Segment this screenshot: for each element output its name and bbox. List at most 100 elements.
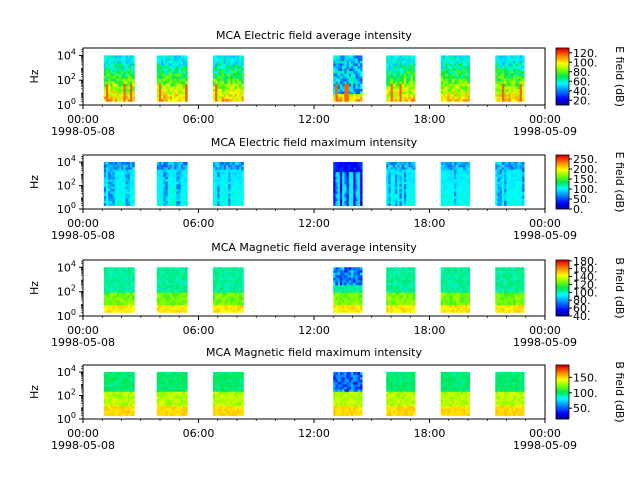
heatmap-cell: [386, 287, 389, 291]
heatmap-cell: [359, 96, 363, 100]
heatmap-cell: [339, 60, 343, 64]
heatmap-cell: [412, 284, 416, 288]
heatmap-cell: [182, 200, 186, 204]
heatmap-cell: [346, 93, 350, 97]
heatmap-cell: [215, 279, 218, 283]
heatmap-cell: [236, 183, 240, 187]
heatmap-cell: [517, 65, 521, 69]
heatmap-cell: [239, 292, 242, 296]
heatmap-cell: [185, 98, 188, 102]
heatmap-cell: [412, 171, 416, 175]
heatmap-cell: [123, 171, 127, 175]
heatmap-cell: [521, 65, 525, 69]
heatmap-cell: [110, 176, 113, 180]
heatmap-cell: [127, 96, 131, 100]
heatmap-cell: [333, 284, 336, 288]
heatmap-cell: [219, 287, 223, 291]
heatmap-cell: [451, 292, 455, 296]
heatmap-cell: [344, 68, 347, 72]
heatmap-cell: [226, 284, 229, 288]
heatmap-cell: [178, 178, 182, 182]
heatmap-cell: [499, 176, 503, 180]
heatmap-cell: [116, 162, 120, 165]
heatmap-cell: [456, 191, 459, 194]
heatmap-cell: [395, 83, 398, 87]
heatmap-cell: [513, 176, 516, 180]
heatmap-cell: [451, 70, 455, 74]
heatmap-cell: [226, 98, 229, 102]
heatmap-cell: [228, 174, 231, 177]
heatmap-cell: [333, 78, 336, 82]
heatmap-cell: [212, 60, 216, 64]
heatmap-cell: [241, 309, 244, 313]
heatmap-cell: [236, 171, 240, 175]
y-tick-label: 100: [57, 97, 76, 112]
heatmap-cell: [501, 88, 505, 92]
heatmap-cell: [236, 78, 240, 82]
heatmap-cell: [125, 304, 129, 308]
heatmap-cell: [521, 183, 525, 187]
heatmap-cell: [127, 181, 131, 185]
heatmap-cell: [395, 203, 398, 206]
heatmap-cell: [357, 195, 361, 199]
heatmap-cell: [219, 304, 223, 308]
heatmap-cell: [342, 96, 345, 100]
heatmap-cell: [440, 169, 444, 173]
heatmap-cell: [112, 162, 116, 165]
heatmap-cell: [158, 70, 162, 74]
heatmap-cell: [108, 198, 111, 202]
heatmap-cell: [386, 292, 389, 296]
heatmap-cell: [167, 83, 171, 87]
heatmap-cell: [410, 70, 414, 74]
heatmap-cell: [106, 166, 109, 170]
heatmap-cell: [108, 284, 111, 288]
heatmap-cell: [169, 183, 173, 187]
heatmap-cell: [467, 93, 470, 97]
heatmap-cell: [392, 277, 396, 281]
heatmap-cell: [410, 269, 414, 273]
heatmap-cell: [110, 302, 113, 306]
heatmap-cell: [333, 181, 336, 185]
heatmap-cell: [119, 55, 122, 59]
heatmap-cell: [440, 198, 444, 202]
heatmap-cell: [232, 309, 236, 313]
heatmap-cell: [442, 267, 446, 271]
heatmap-cell: [234, 195, 238, 199]
heatmap-cell: [241, 70, 244, 74]
heatmap-cell: [223, 299, 227, 303]
x-tick-label: 00:00: [529, 113, 561, 126]
heatmap-cell: [156, 55, 160, 59]
heatmap-cell: [219, 309, 223, 313]
heatmap-cell: [176, 297, 179, 301]
heatmap-cell: [333, 294, 336, 298]
heatmap-cell: [333, 176, 336, 180]
heatmap-cell: [239, 171, 242, 175]
heatmap-cell: [451, 174, 455, 177]
heatmap-cell: [454, 169, 457, 173]
heatmap-cell: [230, 183, 233, 187]
heatmap-cell: [110, 88, 113, 92]
heatmap-cell: [346, 181, 350, 185]
heatmap-cell: [219, 98, 223, 102]
heatmap-cell: [114, 183, 118, 187]
heatmap-cell: [521, 57, 525, 61]
heatmap-cell: [226, 60, 229, 64]
heatmap-cell: [215, 166, 218, 170]
heatmap-cell: [114, 63, 118, 67]
heatmap-cell: [114, 198, 118, 202]
heatmap-cell: [410, 96, 414, 100]
heatmap-cell: [390, 272, 394, 276]
heatmap-cell: [357, 98, 361, 102]
x-tick-date-label: 1998-05-08: [51, 125, 115, 138]
heatmap-cell: [445, 304, 448, 308]
heatmap-cell: [458, 191, 462, 194]
heatmap-cell: [226, 193, 229, 197]
heatmap-cell: [333, 88, 336, 92]
heatmap-cell: [355, 75, 359, 79]
heatmap-cell: [344, 193, 347, 197]
heatmap-cell: [462, 96, 466, 100]
heatmap-cell: [239, 287, 242, 291]
heatmap-cell: [232, 60, 236, 64]
heatmap-cell: [223, 274, 227, 278]
heatmap-cell: [158, 73, 162, 77]
